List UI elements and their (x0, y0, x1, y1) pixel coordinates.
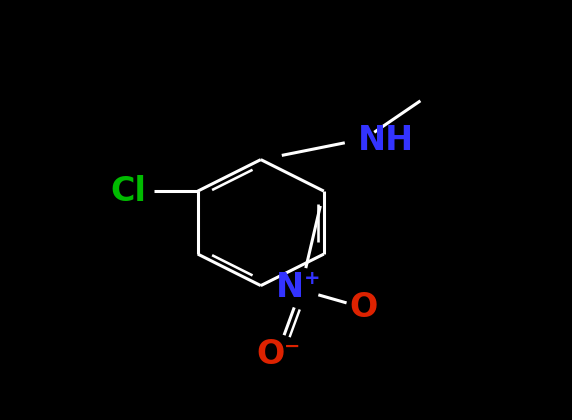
Text: O: O (256, 339, 284, 371)
Text: −: − (284, 337, 300, 356)
Text: Cl: Cl (110, 175, 146, 207)
Text: NH: NH (358, 124, 414, 157)
Text: +: + (304, 269, 320, 289)
Text: O: O (349, 291, 378, 324)
Text: N: N (276, 271, 304, 304)
